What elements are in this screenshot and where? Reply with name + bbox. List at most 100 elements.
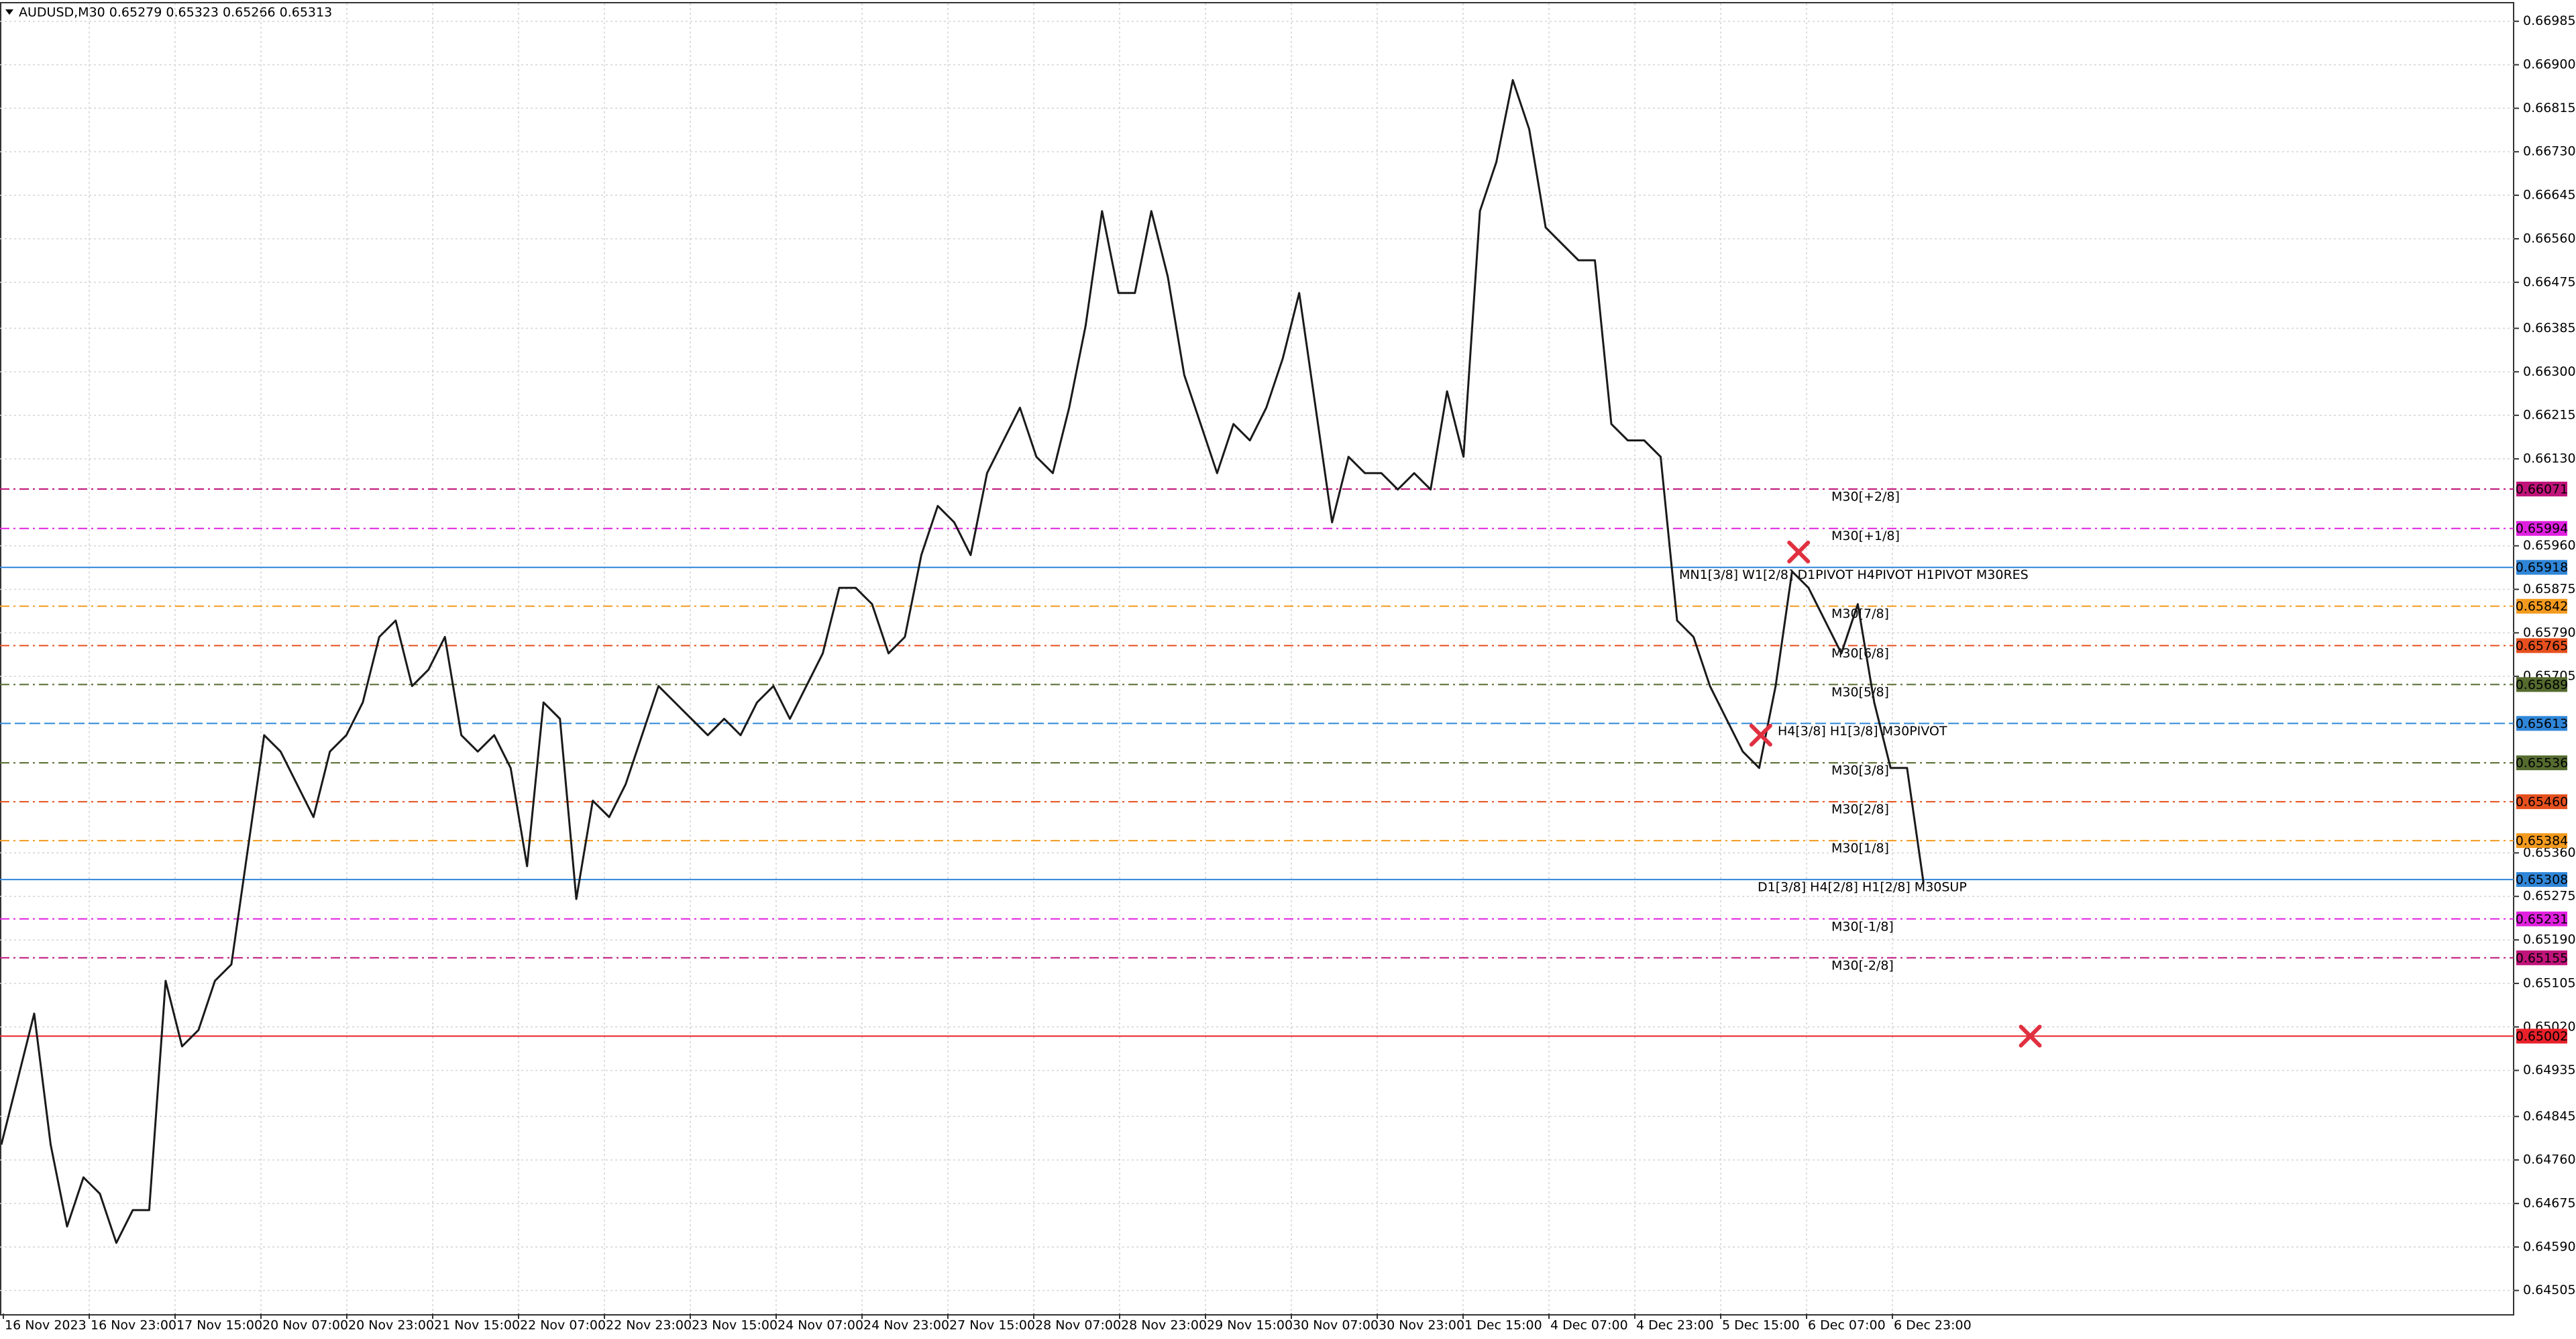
x-tick-label: 30 Nov 23:00: [1379, 1318, 1464, 1333]
axes: 0.66985 0.66900 0.66815 0.66730 0.66645 0.665…: [3, 13, 2576, 1333]
x-tick-label: 23 Nov 15:00: [692, 1318, 777, 1333]
price-tag: [2516, 1028, 2567, 1044]
price-tag-label: 0.65613: [2516, 716, 2569, 731]
y-tick-label: 0.66730: [2523, 144, 2576, 159]
level-label: H4[3/8] H1[3/8] M30PIVOT: [1778, 724, 1947, 739]
level-label: M30[-2/8]: [1831, 958, 1894, 973]
y-tick-label: 0.65875: [2523, 582, 2576, 596]
price-tag: [2516, 638, 2567, 653]
price-tag-label: 0.65155: [2516, 951, 2569, 965]
price-tag-label: 0.65384: [2516, 834, 2569, 849]
price-tag: [2516, 598, 2567, 614]
y-tick-label: 0.65790: [2523, 625, 2576, 640]
price-tag: [2516, 911, 2567, 926]
x-tick-label: 6 Dec 23:00: [1894, 1318, 1972, 1333]
level-label: M30[6/8]: [1831, 646, 1889, 661]
menu-triangle[interactable]: [5, 9, 13, 15]
level-label: MN1[3/8] W1[2/8] D1PIVOT H4PIVOT H1PIVOT…: [1679, 568, 2029, 582]
y-tick-label: 0.66300: [2523, 364, 2576, 379]
y-tick-label: 0.66985: [2523, 13, 2576, 28]
x-tick-label: 16 Nov 2023: [5, 1318, 87, 1333]
y-tick-label: 0.66385: [2523, 321, 2576, 335]
price-tag: [2516, 521, 2567, 536]
x-tick-label: 6 Dec 07:00: [1808, 1318, 1886, 1333]
price-tag-label: 0.65765: [2516, 639, 2569, 653]
y-tick-label: 0.66900: [2523, 57, 2576, 72]
y-tick-label: 0.64935: [2523, 1063, 2576, 1077]
y-tick-label: 0.66475: [2523, 274, 2576, 289]
x-tick-label: 21 Nov 15:00: [434, 1318, 520, 1333]
y-tick-label: 0.64505: [2523, 1283, 2576, 1297]
x-tick-label: 5 Dec 15:00: [1722, 1318, 1800, 1333]
level-label: M30[1/8]: [1831, 841, 1889, 856]
price-tag: [2516, 950, 2567, 965]
price-tag-label: 0.65689: [2516, 678, 2569, 692]
levels: M30[+2/8] M30[+1/8] MN1[3/8] W1[2/8] D1PIV…: [0, 488, 2514, 1037]
x-tick-label: 20 Nov 23:00: [348, 1318, 434, 1333]
price-tag-label: 0.65918: [2516, 560, 2569, 575]
price-tag-label: 0.65842: [2516, 599, 2569, 614]
level-label: M30[+2/8]: [1831, 489, 1900, 504]
y-tick-label: 0.64845: [2523, 1109, 2576, 1124]
series: [0, 78, 2042, 1244]
x-tick-label: 20 Nov 07:00: [262, 1318, 348, 1333]
x-tick-label: 28 Nov 07:00: [1035, 1318, 1121, 1333]
y-tick-label: 0.66130: [2523, 451, 2576, 466]
x-tick-label: 16 Nov 23:00: [91, 1318, 176, 1333]
price-tag: [2516, 833, 2567, 849]
y-tick-label: 0.65105: [2523, 975, 2576, 990]
chart-title: AUDUSD,M30 0.65279 0.65323 0.65266 0.653…: [19, 5, 332, 20]
x-tick-label: 27 Nov 15:00: [949, 1318, 1035, 1333]
x-tick-label: 4 Dec 07:00: [1550, 1318, 1628, 1333]
level-label: M30[-1/8]: [1831, 919, 1894, 934]
price-tag: [2516, 481, 2567, 496]
y-tick-label: 0.65275: [2523, 889, 2576, 904]
y-tick-label: 0.65960: [2523, 538, 2576, 553]
y-tick-label: 0.66645: [2523, 188, 2576, 203]
grid: [0, 3, 2514, 1314]
price-tag-label: 0.65308: [2516, 873, 2569, 888]
x-tick-label: 29 Nov 15:00: [1207, 1318, 1293, 1333]
price-tag-label: 0.66071: [2516, 482, 2569, 496]
y-tick-label: 0.66815: [2523, 101, 2576, 115]
price-tag-label: 0.65002: [2516, 1029, 2569, 1044]
y-tick-label: 0.65190: [2523, 932, 2576, 947]
y-tick-label: 0.66215: [2523, 408, 2576, 423]
cross-marker: [1749, 723, 1772, 747]
price-tag-label: 0.65460: [2516, 795, 2569, 810]
price-tag-label: 0.65231: [2516, 912, 2569, 926]
x-tick-label: 22 Nov 07:00: [520, 1318, 606, 1333]
price-tag: [2516, 872, 2567, 888]
x-tick-label: 24 Nov 07:00: [777, 1318, 863, 1333]
cross-marker: [2019, 1024, 2042, 1048]
price-tag-label: 0.65536: [2516, 756, 2569, 771]
price-line: [0, 78, 1925, 1244]
x-tick-label: 4 Dec 23:00: [1636, 1318, 1714, 1333]
price-tag: [2516, 559, 2567, 575]
y-tick-label: 0.64760: [2523, 1153, 2576, 1167]
level-label: M30[3/8]: [1831, 763, 1889, 778]
level-label: M30[5/8]: [1831, 685, 1889, 700]
y-tick-label: 0.64675: [2523, 1195, 2576, 1210]
x-tick-label: 28 Nov 23:00: [1121, 1318, 1207, 1333]
x-tick-label: 22 Nov 23:00: [606, 1318, 692, 1333]
x-tick-label: 17 Nov 15:00: [176, 1318, 262, 1333]
level-label: D1[3/8] H4[2/8] H1[2/8] M30SUP: [1758, 880, 1967, 895]
plot-border: [0, 2, 2514, 1316]
price-tag-label: 0.65994: [2516, 521, 2569, 536]
x-tick-label: 24 Nov 23:00: [863, 1318, 949, 1333]
cross-marker: [1787, 540, 1811, 564]
x-tick-label: 1 Dec 15:00: [1464, 1318, 1542, 1333]
price-tag: [2516, 677, 2567, 692]
level-label: M30[2/8]: [1831, 802, 1889, 817]
price-tag: [2516, 794, 2567, 810]
x-tick-label: 30 Nov 07:00: [1293, 1318, 1379, 1333]
y-tick-label: 0.66560: [2523, 231, 2576, 246]
price-tag: [2516, 716, 2567, 731]
y-tick-label: 0.64590: [2523, 1239, 2576, 1254]
y-tick-label: 0.65360: [2523, 845, 2576, 860]
level-label: M30[+1/8]: [1831, 529, 1900, 543]
price-tag: [2516, 755, 2567, 771]
